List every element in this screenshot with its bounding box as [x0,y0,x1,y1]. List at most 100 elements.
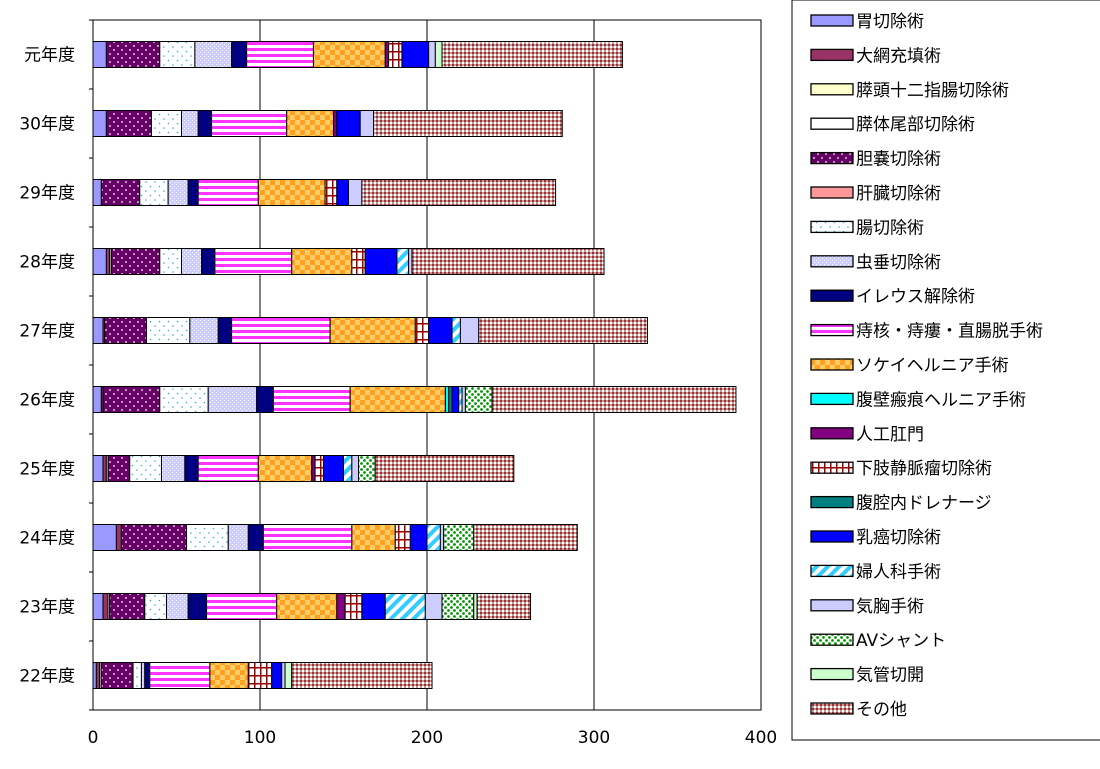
bar-segment [92,386,102,413]
bar-segment [160,455,186,482]
bar-segment [257,455,313,482]
bar-segment [361,179,557,206]
bar-segment [262,524,353,551]
legend-label: 膵頭十二指腸切除術 [856,81,1009,101]
bar-segment [107,455,131,482]
legend-label: 虫垂切除術 [856,253,941,273]
legend-swatch [810,117,854,130]
bar-segment [276,593,338,620]
bar-segment [281,662,286,689]
legend-label: 乳癌切除術 [856,528,941,548]
bar-segment [409,524,428,551]
bar-segment [458,386,463,413]
bar-segment [291,248,353,275]
bar-segment [322,455,344,482]
bar-segment [451,317,461,344]
legend-swatch [810,564,854,578]
bar-segment [311,455,316,482]
bar-segment [336,593,346,620]
legend-label: イレウス解除術 [856,287,975,307]
bar-segment [92,524,117,551]
bar-segment [159,41,196,68]
x-tick-label: 300 [578,728,610,748]
legend-label: 腹腔内ドレナージ [856,494,992,514]
x-tick-label: 200 [411,728,443,748]
bar-segment [351,524,396,551]
legend-label: 大網充填術 [856,46,941,66]
bar-segment [324,179,338,206]
bar-segment [92,317,104,344]
bar-segment [217,317,233,344]
bar-segment [159,386,209,413]
bar-segment [473,524,578,551]
bar-segment [351,455,360,482]
bar-segment [104,317,147,344]
bar-segment [159,248,183,275]
bar-segment [411,248,605,275]
legend-label: 下肢静脈瘤切除術 [856,459,992,479]
bar-segment [132,662,142,689]
legend-swatch [810,323,854,337]
legend-label: ソケイヘルニア手術 [856,356,1009,376]
legend-label: AVシャント [856,631,946,651]
bar-segment [92,593,104,620]
bar-segment [434,41,443,68]
legend-swatch [810,358,854,371]
bar-segment [384,593,426,620]
bar-segment [144,662,151,689]
bar-segment [459,317,480,344]
bar-segment [186,524,229,551]
category-label: 25年度 [19,460,75,480]
category-label: 30年度 [19,115,75,135]
bar-segment [181,248,203,275]
bar-segment [257,179,326,206]
bar-segment [227,524,249,551]
bar-segment [184,455,199,482]
bar-segment [92,662,97,689]
x-tick-label: 100 [244,728,276,748]
bar-segment [211,110,288,137]
legend-label: 人工肛門 [856,425,924,445]
legend-swatch [810,151,854,165]
bar-segment [167,179,189,206]
bar-segment [209,662,249,689]
legend-label: 婦人科手術 [856,562,941,582]
bar-segment [312,41,386,68]
bar-segment [247,524,264,551]
bar-segment [129,455,162,482]
bar-segment [271,662,283,689]
category-label: 24年度 [19,529,75,549]
bar-segment [187,593,208,620]
bar-segment [207,386,258,413]
legend-swatch [810,289,854,302]
bar-segment [110,248,161,275]
bar-segment [408,248,413,275]
bar-segment [343,455,353,482]
bar-segment [197,179,259,206]
bar-segment [426,524,441,551]
bar-segment [181,110,199,137]
bar-segment [189,317,219,344]
legend-swatch [810,702,854,715]
legend-swatch [810,495,854,509]
bar-segment [428,41,436,68]
legend-label: 腹壁瘢痕ヘルニア手術 [856,390,1026,410]
bar-segment [349,386,446,413]
category-label: 29年度 [19,184,75,204]
bar-segment [144,593,167,620]
category-label: 26年度 [19,391,75,411]
bar-segment [247,662,273,689]
bar-segment [332,110,338,137]
bar-segment [115,524,122,551]
bar-segment [201,248,216,275]
bar-segment [105,41,161,68]
bar-segment [451,386,460,413]
bar-segment [336,110,361,137]
category-label: 元年度 [24,46,75,66]
category-label: 23年度 [19,598,75,618]
bar-segment [336,179,350,206]
legend-swatch [810,599,854,612]
bar-segment [139,179,169,206]
bar-segment [476,593,532,620]
bar-segment [464,386,493,413]
